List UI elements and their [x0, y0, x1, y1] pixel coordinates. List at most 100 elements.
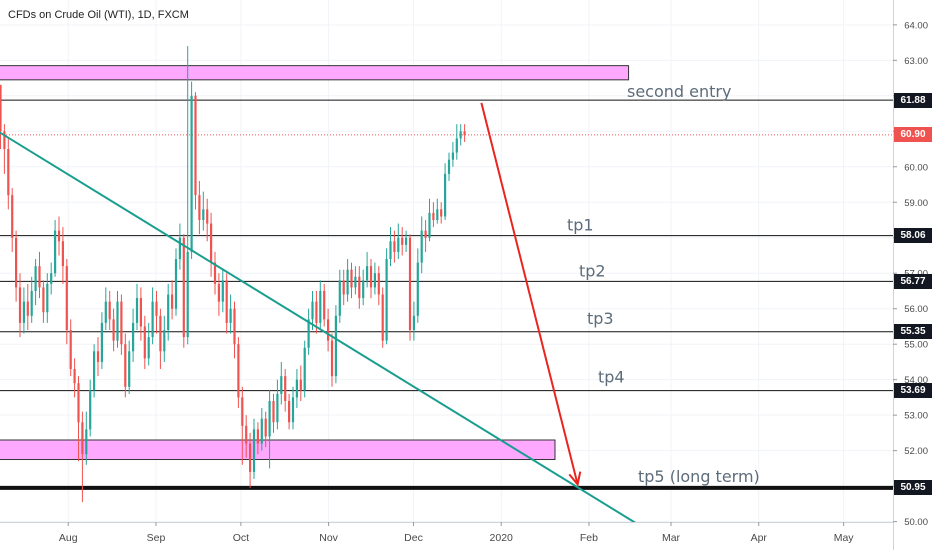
candle-body: [291, 397, 295, 423]
candle-body: [77, 383, 80, 423]
candle-body: [54, 230, 57, 274]
level-annotation-tp5: tp5 (long term): [638, 467, 760, 486]
candle-body: [412, 315, 415, 330]
candle-body: [85, 429, 88, 455]
y-tick-label: 50.00: [904, 517, 928, 528]
candle-body: [50, 273, 53, 284]
candle-body: [373, 273, 376, 288]
candle-body: [303, 347, 306, 391]
candle-body: [405, 237, 408, 245]
y-tick-label: 56.00: [904, 304, 928, 315]
candle-body: [15, 237, 18, 288]
y-tick-label: 55.00: [904, 340, 928, 351]
candle-body: [210, 223, 213, 263]
price-label-tp4: 53.69: [894, 383, 932, 399]
candle-body: [11, 195, 14, 238]
zone-rect: [0, 65, 630, 81]
candle-body: [288, 400, 291, 423]
candle-body: [151, 301, 154, 338]
y-tick-label: 64.00: [904, 20, 928, 31]
candle-body: [268, 400, 271, 437]
candle-body: [330, 340, 334, 377]
price-label-tp5: 50.95: [894, 480, 932, 496]
candle-body: [428, 212, 431, 238]
level-annotations: second entry tp1 tp2 tp3 tp4 tp5 (long term): [567, 82, 760, 486]
candle-body: [315, 301, 318, 323]
candle-body: [233, 308, 236, 345]
candle-body: [280, 376, 283, 394]
candle-body: [389, 241, 392, 260]
candle-body: [69, 330, 72, 370]
candle-body: [377, 273, 380, 295]
candle-body: [0, 84, 2, 132]
candle-body: [342, 280, 345, 295]
candle-body: [89, 390, 92, 430]
horizontal-levels: [0, 99, 893, 490]
x-tick-label: Feb: [580, 532, 598, 544]
y-tick-label: 53.00: [904, 411, 928, 422]
candle-body: [432, 212, 435, 220]
candle-body: [73, 369, 76, 384]
candle-body: [190, 95, 193, 252]
candle-body: [217, 283, 220, 302]
candle-body: [96, 351, 100, 362]
candle-body: [104, 301, 107, 323]
candle-body: [167, 294, 170, 330]
candle-body: [18, 287, 22, 323]
candles: [0, 46, 466, 503]
candle-body: [295, 379, 298, 398]
candle-body: [221, 280, 224, 302]
candle-body: [447, 159, 451, 174]
price-label-second-entry: 61.88: [894, 92, 932, 108]
candle-body: [323, 290, 326, 320]
x-tick-label: May: [834, 532, 855, 544]
candle-body: [354, 276, 357, 288]
candle-body: [30, 290, 33, 316]
candle-body: [22, 301, 25, 323]
zones: [0, 65, 630, 461]
price-label-tp1: 58.06: [894, 228, 932, 244]
candle-body: [61, 241, 64, 267]
candle-body: [171, 294, 174, 309]
candle-body: [100, 322, 103, 362]
candle-body: [65, 266, 68, 330]
candle-body: [299, 379, 302, 391]
y-tick-label: 59.00: [904, 198, 928, 209]
candle-body: [143, 326, 146, 359]
candle-body: [401, 237, 404, 245]
projection-arrow-line: [480, 102, 579, 485]
x-tick-label: Nov: [319, 532, 338, 544]
candle-body: [155, 301, 158, 316]
candle-body: [256, 429, 259, 444]
candle-body: [108, 301, 111, 320]
candle-body: [81, 422, 84, 455]
level-annotation-tp1: tp1: [567, 216, 594, 235]
candle-body: [350, 269, 353, 288]
candle-body: [38, 266, 41, 288]
x-tick-label: Aug: [59, 532, 78, 544]
candle-body: [272, 400, 275, 423]
candle-body: [132, 322, 135, 352]
candle-body: [124, 344, 127, 387]
candle-body: [444, 173, 447, 217]
candle-body: [46, 283, 49, 313]
level-annotation-tp2: tp2: [579, 261, 606, 280]
x-tick-label: 2020: [490, 532, 514, 544]
candle-body: [206, 209, 209, 224]
trendline-layer: [0, 131, 672, 546]
candle-body: [225, 280, 228, 323]
candle-body: [416, 262, 419, 316]
candle-body: [139, 298, 142, 327]
candle-body: [459, 131, 462, 139]
candle-body: [327, 319, 330, 341]
candle-body: [424, 230, 427, 238]
candle-body: [319, 290, 322, 323]
candle-body: [451, 152, 454, 160]
y-tick-label: 63.00: [904, 56, 928, 67]
candle-body: [436, 209, 439, 220]
candle-body: [440, 209, 443, 217]
candle-body: [362, 280, 365, 299]
